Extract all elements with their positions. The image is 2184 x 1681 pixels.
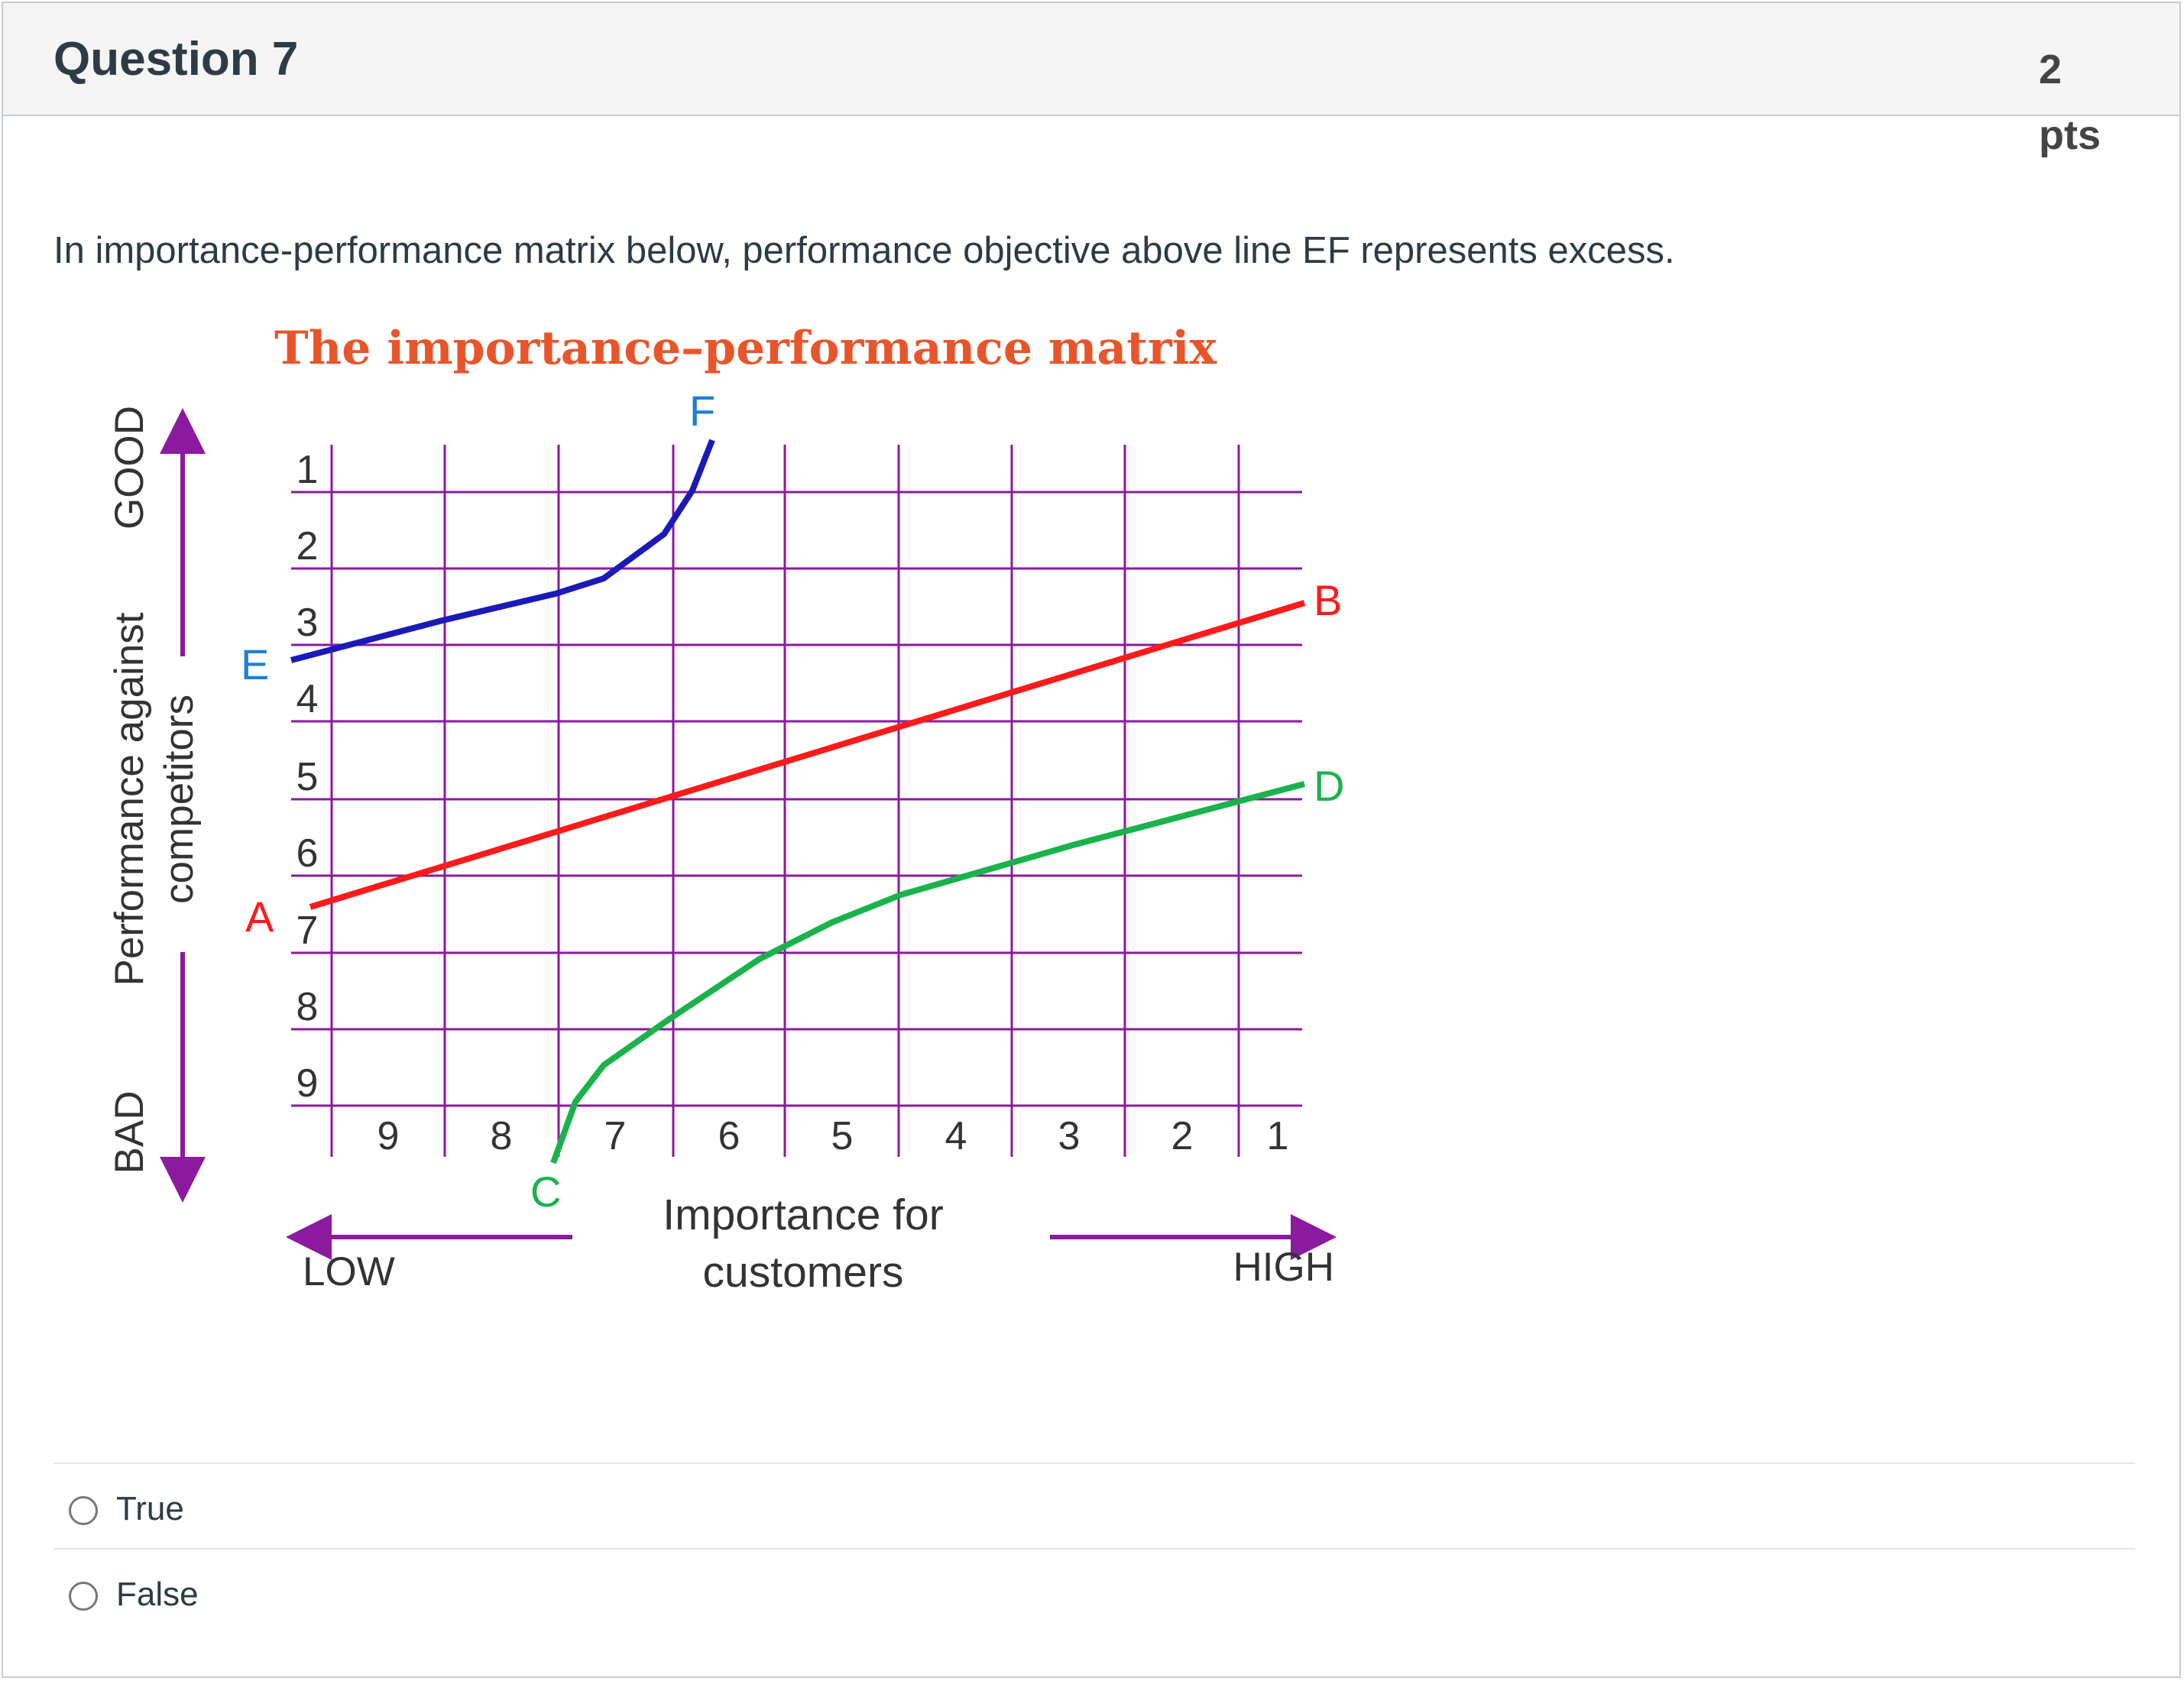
line-cd (550, 781, 1306, 1164)
answer-label-true[interactable]: True (116, 1490, 184, 1527)
question-text: In importance-performance matrix below, … (53, 230, 1675, 271)
x-tick-label: 7 (604, 1114, 627, 1158)
y-axis-label-line1: Performance against (107, 612, 152, 986)
importance-performance-matrix: The importance–performance matrix 1 2 3 4 5 6… (107, 322, 1344, 1297)
x-axis-low: LOW (303, 1249, 395, 1294)
points-value: 2 (2039, 47, 2062, 92)
x-tick-label: 9 (378, 1114, 400, 1158)
y-tick-label: 6 (296, 831, 319, 876)
label-f: F (689, 387, 715, 435)
label-b: B (1314, 576, 1342, 624)
y-tick-label: 4 (296, 677, 319, 721)
question-header: Question 7 2 pts (3, 3, 2179, 158)
question-points: 2 pts (2039, 37, 2101, 168)
x-tick-label: 5 (831, 1114, 854, 1158)
answer-label-false[interactable]: False (116, 1576, 199, 1613)
points-unit: pts (2039, 112, 2101, 158)
y-tick-label: 7 (296, 909, 319, 953)
answer-option-false[interactable]: False (53, 1548, 2135, 1634)
y-tick-label: 2 (296, 524, 319, 568)
answer-list: True False (53, 1462, 2135, 1634)
label-d: D (1314, 762, 1344, 810)
x-tick-label: 3 (1058, 1114, 1081, 1158)
x-tick-label: 1 (1267, 1114, 1289, 1158)
answer-option-true[interactable]: True (53, 1462, 2135, 1548)
y-tick-label: 5 (296, 755, 319, 799)
x-tick-label: 4 (945, 1114, 967, 1158)
y-axis-ticks: 1 2 3 4 5 6 7 8 9 (296, 448, 319, 1106)
matrix-grid (291, 445, 1302, 1157)
x-axis-label-line1: Importance for (663, 1190, 944, 1239)
line-ab (309, 600, 1306, 910)
x-tick-label: 6 (718, 1114, 740, 1158)
label-e: E (241, 640, 269, 688)
y-tick-label: 9 (296, 1061, 319, 1106)
x-axis-ticks: 9 8 7 6 5 4 3 2 1 (378, 1114, 1289, 1158)
label-a: A (245, 892, 274, 941)
line-ef (290, 439, 715, 663)
y-axis-bad: BAD (107, 1091, 152, 1174)
x-tick-label: 2 (1171, 1114, 1194, 1158)
radio-false[interactable] (69, 1582, 98, 1611)
y-axis-label-line2: competitors (157, 695, 202, 904)
x-axis-label-line2: customers (703, 1248, 904, 1297)
x-axis-high: HIGH (1233, 1245, 1335, 1290)
question-title: Question 7 (53, 33, 299, 86)
label-c: C (530, 1168, 561, 1216)
y-axis-good: GOOD (107, 406, 152, 530)
radio-true[interactable] (69, 1496, 98, 1525)
x-tick-label: 8 (491, 1114, 513, 1158)
y-tick-label: 1 (296, 448, 319, 492)
y-tick-label: 3 (296, 601, 319, 645)
y-tick-label: 8 (296, 985, 319, 1029)
matrix-title: The importance–performance matrix (274, 322, 1217, 375)
